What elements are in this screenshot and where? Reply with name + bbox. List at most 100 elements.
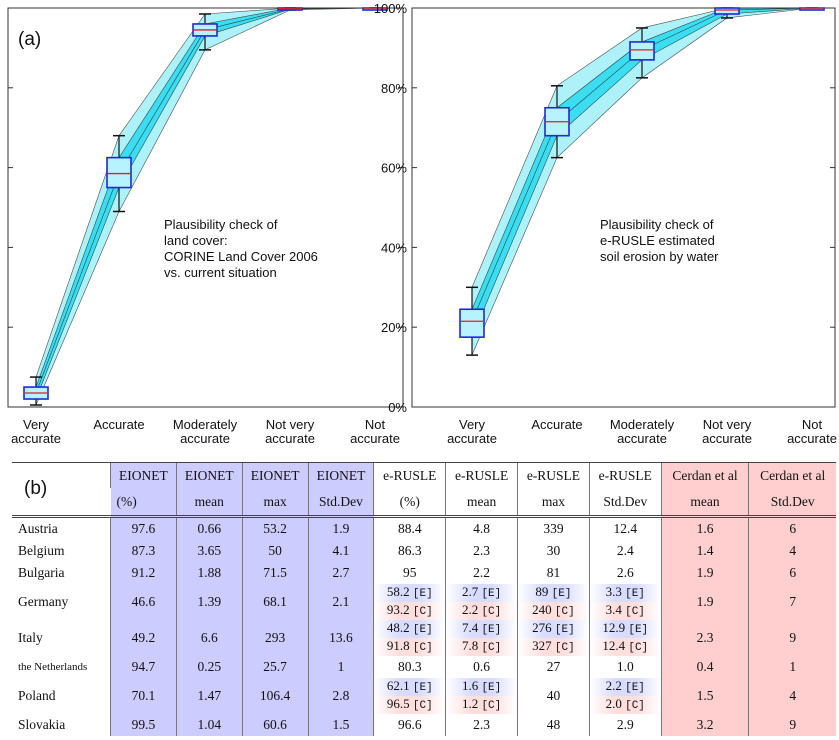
cell-sub-value: 89 [E]	[518, 584, 589, 602]
table-cell: 68.1	[241, 584, 309, 620]
column-header-top: EIONET	[307, 462, 374, 488]
box	[629, 41, 655, 61]
table-cell: 6.6	[175, 620, 243, 656]
table-header-top-row: (b) EIONET EIONET EIONET EIONET e-RUSLE e-RUSL…	[12, 462, 836, 517]
table-body: Austria 97.6 0.66 53.2 1.9 88.4 4.8 339 12.4 1.6 6…	[12, 515, 836, 736]
plot-frame	[411, 7, 836, 408]
x-category-label: Very	[459, 417, 486, 432]
cell-sub-value: 96.5 [C]	[374, 696, 446, 714]
x-category-label: Accurate	[93, 417, 144, 432]
annotation-text: Plausibility check of	[164, 217, 278, 232]
panel-a-label: (a)	[18, 29, 41, 50]
column-header-bottom: Std.Dev	[588, 488, 662, 517]
boxplot-4	[714, 7, 740, 19]
table-cell: 106.4	[241, 678, 309, 714]
country-name: Austria	[12, 515, 111, 540]
table-cell: 7.4 [E] 7.8 [C]	[445, 620, 518, 656]
y-tick-label: 20%	[381, 320, 407, 335]
cell-sub-value: 12.4 [C]	[589, 638, 661, 656]
table-cell: 30	[517, 540, 590, 562]
table-cell: 70.1	[110, 678, 177, 714]
x-category-label: accurate	[787, 431, 837, 446]
cell-sub-value: 93.2 [C]	[374, 602, 446, 620]
cell-sub-value: 240 [C]	[518, 602, 589, 620]
table-cell: 3.2	[660, 714, 749, 736]
series-line-whisker_low	[35, 7, 376, 406]
table-cell: 2.4	[588, 540, 662, 562]
header-blank: (b)	[12, 462, 111, 517]
table-cell: 94.7	[110, 656, 177, 678]
country-name: the Netherlands	[18, 661, 88, 673]
y-tick-label: 0%	[388, 400, 407, 415]
x-category-label: accurate	[180, 431, 230, 446]
table-cell: 48.2 [E] 91.8 [C]	[373, 620, 446, 656]
column-header-bottom: mean	[175, 488, 243, 517]
table-cell: 0.25	[175, 656, 243, 678]
table-cell: 1.5	[660, 678, 749, 714]
x-category-label: accurate	[265, 431, 315, 446]
table-cell: 48	[517, 714, 590, 736]
table-cell: 1.6	[660, 515, 749, 540]
annotation-text: Plausibility check of	[600, 217, 714, 232]
column-header-bottom: Std.Dev	[307, 488, 374, 517]
boxplot-2	[106, 134, 132, 213]
table-cell: 0.4	[660, 656, 749, 678]
table-cell: 1.39	[175, 584, 243, 620]
series-line-q1	[35, 7, 376, 400]
country-name: Belgium	[18, 543, 65, 558]
series-line-q3	[35, 7, 375, 388]
table-cell: 2.3	[660, 620, 749, 656]
table-cell: 0.66	[175, 515, 243, 540]
column-header-bottom: Std.Dev	[748, 488, 836, 517]
cell-sub-value: 7.8 [C]	[446, 638, 518, 656]
table-cell: 1.9	[660, 584, 749, 620]
table-cell: 1.5	[307, 714, 374, 736]
column-header-top: EIONET	[241, 462, 309, 488]
table-cell: 339	[517, 515, 590, 540]
table-cell: 3.3 [E] 3.4 [C]	[588, 584, 662, 620]
x-category-label: accurate	[447, 431, 497, 446]
table-cell: 3.65	[175, 540, 243, 562]
table-cell: 1	[307, 656, 374, 678]
boxplot-1	[23, 376, 49, 406]
column-header-bottom: max	[517, 488, 590, 517]
boxplot-4	[277, 7, 303, 11]
table-cell: 71.5	[241, 562, 309, 584]
quartile-band	[36, 8, 375, 400]
annotation-text: e-RUSLE estimated	[600, 233, 715, 248]
x-category-label: accurate	[617, 431, 667, 446]
table-cell: 1.6 [E] 1.2 [C]	[445, 678, 518, 714]
y-tick-label: 80%	[381, 81, 407, 96]
country-name: Bulgaria	[18, 565, 65, 580]
cell-sub-value: 1.6 [E]	[446, 678, 518, 696]
column-header-bottom: mean	[445, 488, 518, 517]
x-category-label: Very	[23, 417, 50, 432]
table-cell: 6	[748, 515, 836, 540]
table-row: Belgium 87.3 3.65 50 4.1 86.3 2.3 30 2.4 1.4 4	[12, 540, 836, 562]
column-header-bottom: (%)	[110, 488, 177, 517]
table-cell: 1.9	[660, 562, 749, 584]
table-cell: 49.2	[110, 620, 177, 656]
x-category-label: accurate	[11, 431, 61, 446]
table-cell: 12.9 [E] 12.4 [C]	[588, 620, 662, 656]
x-category-label: accurate	[350, 431, 400, 446]
table-row: the Netherlands 94.7 0.25 25.7 1 80.3 0.6 27 1.0…	[12, 656, 836, 678]
cell-sub-value: 48.2 [E]	[374, 620, 446, 638]
table-cell: 46.6	[110, 584, 177, 620]
cell-sub-value: 3.3 [E]	[589, 584, 661, 602]
table-cell: 2.7	[307, 562, 374, 584]
table-cell: 1.88	[175, 562, 243, 584]
y-tick-label: 100%	[374, 1, 408, 16]
table-cell: 2.3	[445, 540, 518, 562]
table-cell: 9	[748, 714, 836, 736]
plot-frame	[7, 7, 404, 408]
column-header-top: e-RUSLE	[373, 462, 446, 488]
table-cell: 7	[748, 584, 836, 620]
table-cell: 97.6	[110, 515, 177, 540]
table-cell: 87.3	[110, 540, 177, 562]
table-cell: 1.9	[307, 515, 374, 540]
x-category-label: Moderately	[173, 417, 238, 432]
quartile-band	[472, 8, 812, 338]
cell-sub-value: 2.2 [C]	[446, 602, 518, 620]
